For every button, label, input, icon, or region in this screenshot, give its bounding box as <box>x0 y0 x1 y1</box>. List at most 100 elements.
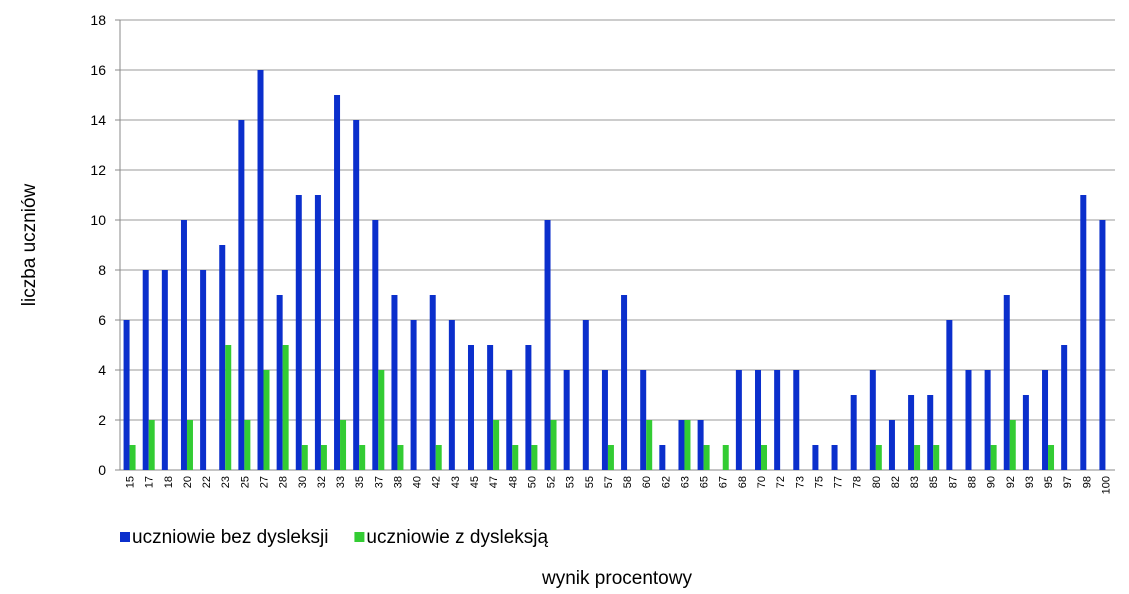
legend-swatch <box>120 532 130 542</box>
x-tick-label: 55 <box>584 476 596 488</box>
bar <box>684 420 691 470</box>
bar <box>1009 420 1016 470</box>
x-tick-label: 57 <box>603 476 615 488</box>
bar <box>161 270 168 470</box>
bar <box>984 370 991 470</box>
x-tick-label: 27 <box>259 476 271 488</box>
x-tick-label: 45 <box>469 476 481 488</box>
bar <box>640 370 647 470</box>
x-tick-label: 85 <box>928 476 940 488</box>
x-tick-label: 43 <box>450 476 462 488</box>
bar <box>831 445 838 470</box>
bar <box>946 320 953 470</box>
bar <box>142 270 149 470</box>
x-tick-label: 35 <box>354 476 366 488</box>
x-tick-label: 50 <box>526 476 538 488</box>
bar <box>397 445 404 470</box>
x-tick-label: 47 <box>488 476 500 488</box>
bar <box>908 395 915 470</box>
bar <box>761 445 768 470</box>
bar <box>869 370 876 470</box>
bar <box>301 445 308 470</box>
bar <box>1099 220 1106 470</box>
bar <box>525 345 532 470</box>
x-tick-label: 98 <box>1081 476 1093 488</box>
bar <box>129 445 136 470</box>
x-tick-label: 100 <box>1100 476 1112 494</box>
bar <box>512 445 519 470</box>
y-tick-label: 10 <box>90 212 106 228</box>
x-tick-label: 42 <box>431 476 443 488</box>
bar <box>186 420 193 470</box>
bar <box>774 370 781 470</box>
x-tick-label: 67 <box>718 476 730 488</box>
bar <box>850 395 857 470</box>
x-tick-label: 17 <box>144 476 156 488</box>
bar <box>990 445 997 470</box>
x-tick-label: 90 <box>986 476 998 488</box>
x-axis-label: wynik procentowy <box>541 568 692 589</box>
bar <box>467 345 474 470</box>
bar <box>123 320 130 470</box>
x-tick-label: 25 <box>239 476 251 488</box>
bar <box>1042 370 1049 470</box>
bar <box>812 445 819 470</box>
bar <box>244 420 251 470</box>
bar <box>225 345 232 470</box>
x-tick-label: 37 <box>373 476 385 488</box>
x-tick-label: 62 <box>660 476 672 488</box>
x-tick-label: 63 <box>679 476 691 488</box>
bar <box>282 345 289 470</box>
bar <box>340 420 347 470</box>
y-tick-label: 16 <box>90 62 106 78</box>
bar <box>621 295 628 470</box>
bar <box>276 295 283 470</box>
x-tick-label: 60 <box>641 476 653 488</box>
bar <box>334 95 341 470</box>
x-tick-label: 53 <box>565 476 577 488</box>
bar <box>263 370 270 470</box>
bar <box>448 320 455 470</box>
x-tick-label: 75 <box>813 476 825 488</box>
bar <box>353 120 360 470</box>
y-tick-label: 0 <box>98 462 106 478</box>
x-tick-label: 68 <box>737 476 749 488</box>
x-tick-label: 70 <box>756 476 768 488</box>
bar <box>735 370 742 470</box>
x-tick-label: 20 <box>182 476 194 488</box>
legend-label: uczniowie bez dysleksji <box>132 527 328 548</box>
bar <box>888 420 895 470</box>
x-tick-label: 48 <box>507 476 519 488</box>
x-tick-label: 32 <box>316 476 328 488</box>
x-tick-label: 92 <box>1005 476 1017 488</box>
bar <box>372 220 379 470</box>
bar <box>314 195 321 470</box>
x-tick-label: 78 <box>852 476 864 488</box>
x-tick-label: 58 <box>622 476 634 488</box>
bar <box>1003 295 1010 470</box>
bar <box>391 295 398 470</box>
bar <box>180 220 187 470</box>
y-axis-label: liczba uczniów <box>19 183 40 306</box>
bar <box>646 420 653 470</box>
bar <box>875 445 882 470</box>
x-tick-label: 73 <box>794 476 806 488</box>
bar <box>914 445 921 470</box>
x-tick-label: 28 <box>278 476 290 488</box>
bar <box>563 370 570 470</box>
legend-label: uczniowie z dysleksją <box>366 527 548 548</box>
y-tick-label: 8 <box>98 262 106 278</box>
bar <box>1048 445 1055 470</box>
bar <box>531 445 538 470</box>
x-tick-label: 15 <box>125 476 137 488</box>
x-tick-label: 40 <box>412 476 424 488</box>
x-tick-label: 30 <box>297 476 309 488</box>
bar <box>965 370 972 470</box>
legend-swatch <box>354 532 365 542</box>
x-tick-label: 83 <box>909 476 921 488</box>
bar <box>933 445 940 470</box>
bar <box>378 370 385 470</box>
bar <box>435 445 442 470</box>
bar <box>487 345 494 470</box>
